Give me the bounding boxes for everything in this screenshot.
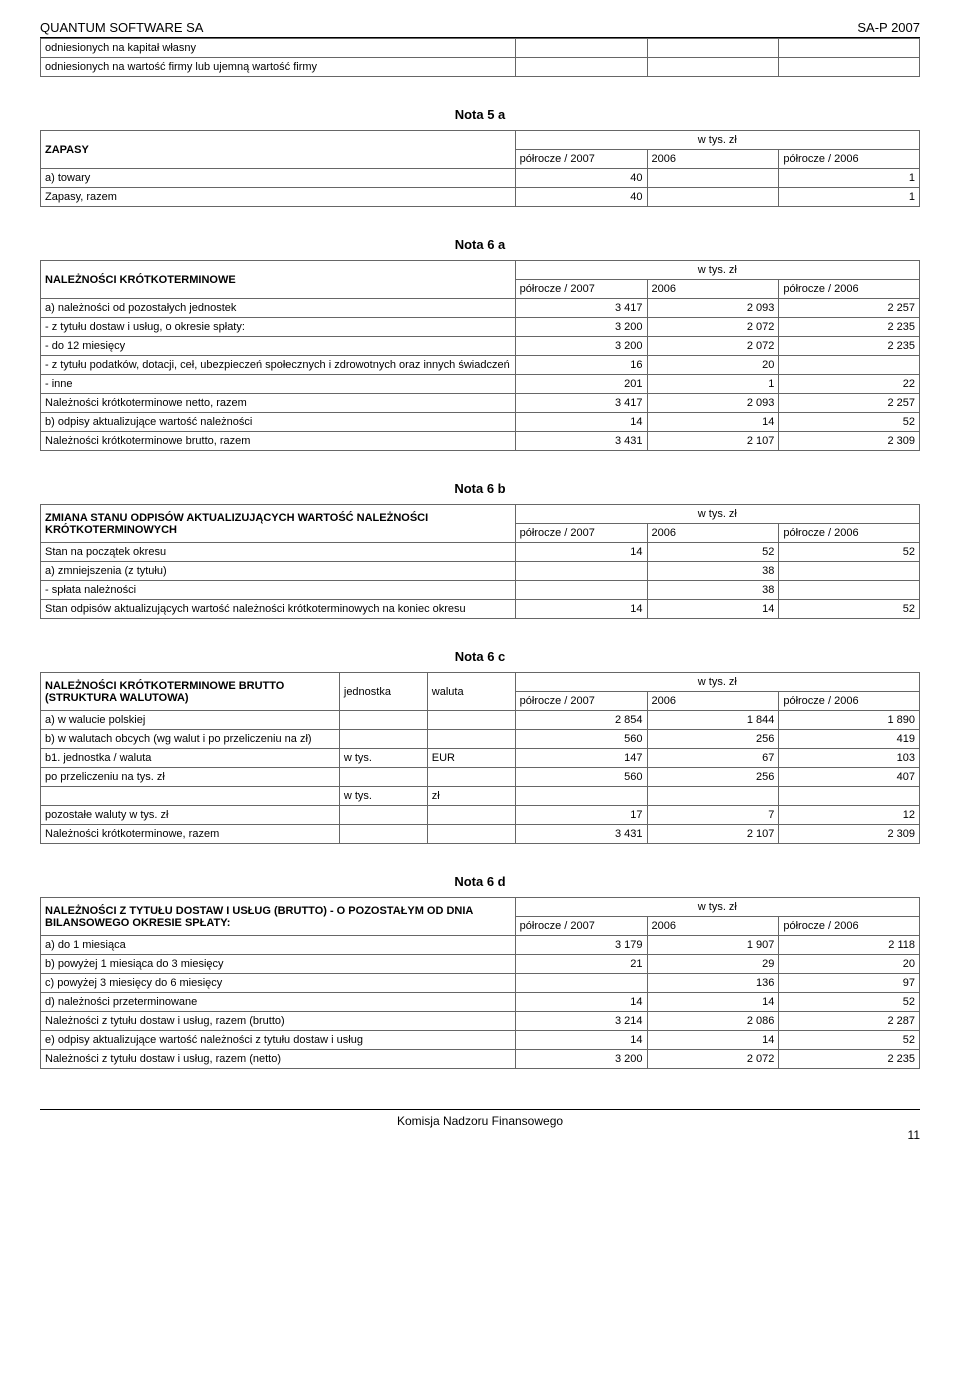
table-row: e) odpisy aktualizujące wartość należnoś… — [41, 1031, 920, 1050]
nota6a-table: NALEŻNOŚCI KRÓTKOTERMINOWE w tys. zł pół… — [40, 260, 920, 451]
nota6c-table: NALEŻNOŚCI KRÓTKOTERMINOWE BRUTTO (STRUK… — [40, 672, 920, 844]
col-period-1: półrocze / 2007 — [515, 150, 647, 169]
table-row: Należności z tytułu dostaw i usług, raze… — [41, 1012, 920, 1031]
table-row: a) towary401 — [41, 169, 920, 188]
table-row: pozostałe waluty w tys. zł17712 — [41, 806, 920, 825]
table-row: - inne201122 — [41, 375, 920, 394]
page-number: 11 — [908, 1128, 920, 1142]
nota6b-table: ZMIANA STANU ODPISÓW AKTUALIZUJĄCYCH WAR… — [40, 504, 920, 619]
header-right: SA-P 2007 — [857, 20, 920, 35]
nota6d-title: Nota 6 d — [40, 874, 920, 889]
table-row: a) należności od pozostałych jednostek3 … — [41, 299, 920, 318]
nota6b-heading: ZMIANA STANU ODPISÓW AKTUALIZUJĄCYCH WAR… — [41, 505, 516, 543]
table-row: a) zmniejszenia (z tytułu)38 — [41, 562, 920, 581]
nota5a-title: Nota 5 a — [40, 107, 920, 122]
table-row: odniesionych na wartość firmy lub ujemną… — [41, 58, 920, 77]
table-row: c) powyżej 3 miesięcy do 6 miesięcy13697 — [41, 974, 920, 993]
table-row: Stan odpisów aktualizujących wartość nal… — [41, 600, 920, 619]
unit-label: w tys. zł — [515, 131, 919, 150]
table-row: - do 12 miesięcy3 2002 0722 235 — [41, 337, 920, 356]
table-row: b) w walutach obcych (wg walut i po prze… — [41, 730, 920, 749]
page-footer: Komisja Nadzoru Finansowego 11 — [40, 1109, 920, 1128]
nota6a-heading: NALEŻNOŚCI KRÓTKOTERMINOWE — [41, 261, 516, 299]
nota6c-title: Nota 6 c — [40, 649, 920, 664]
unit-label: w tys. zł — [515, 898, 919, 917]
table-row: Zapasy, razem401 — [41, 188, 920, 207]
table-row: Należności krótkoterminowe, razem3 4312 … — [41, 825, 920, 844]
unit-label: w tys. zł — [515, 673, 919, 692]
table-row: odniesionych na kapitał własny — [41, 39, 920, 58]
nota5a-heading: ZAPASY — [41, 131, 516, 169]
col-period-3: półrocze / 2006 — [779, 150, 920, 169]
nota5a-table: ZAPASY w tys. zł półrocze / 2007 2006 pó… — [40, 130, 920, 207]
table-row: a) w walucie polskiej2 8541 8441 890 — [41, 711, 920, 730]
table-row: b1. jednostka / walutaw tys.EUR14767103 — [41, 749, 920, 768]
unit-label: w tys. zł — [515, 505, 919, 524]
table-row: d) należności przeterminowane141452 — [41, 993, 920, 1012]
table-row: Należności z tytułu dostaw i usług, raze… — [41, 1050, 920, 1069]
nota6a-title: Nota 6 a — [40, 237, 920, 252]
table-row: w tys.zł — [41, 787, 920, 806]
table-row: Należności krótkoterminowe netto, razem3… — [41, 394, 920, 413]
table-row: b) odpisy aktualizujące wartość należnoś… — [41, 413, 920, 432]
table-row: po przeliczeniu na tys. zł560256407 — [41, 768, 920, 787]
table-row: a) do 1 miesiąca3 1791 9072 118 — [41, 936, 920, 955]
table-row: Stan na początek okresu145252 — [41, 543, 920, 562]
col-waluta: waluta — [427, 673, 515, 711]
top-table: odniesionych na kapitał własny odniesion… — [40, 38, 920, 77]
col-period-2: 2006 — [647, 150, 779, 169]
table-row: - spłata należności38 — [41, 581, 920, 600]
table-row: - z tytułu podatków, dotacji, ceł, ubezp… — [41, 356, 920, 375]
table-row: - z tytułu dostaw i usług, o okresie spł… — [41, 318, 920, 337]
header-left: QUANTUM SOFTWARE SA — [40, 20, 203, 35]
unit-label: w tys. zł — [515, 261, 919, 280]
table-row: b) powyżej 1 miesiąca do 3 miesięcy21292… — [41, 955, 920, 974]
nota6b-title: Nota 6 b — [40, 481, 920, 496]
footer-text: Komisja Nadzoru Finansowego — [397, 1114, 563, 1128]
nota6c-heading: NALEŻNOŚCI KRÓTKOTERMINOWE BRUTTO (STRUK… — [41, 673, 340, 711]
page-header: QUANTUM SOFTWARE SA SA-P 2007 — [40, 20, 920, 38]
nota6d-heading: NALEŻNOŚCI Z TYTUŁU DOSTAW I USŁUG (BRUT… — [41, 898, 516, 936]
nota6d-table: NALEŻNOŚCI Z TYTUŁU DOSTAW I USŁUG (BRUT… — [40, 897, 920, 1069]
col-jednostka: jednostka — [339, 673, 427, 711]
table-row: Należności krótkoterminowe brutto, razem… — [41, 432, 920, 451]
